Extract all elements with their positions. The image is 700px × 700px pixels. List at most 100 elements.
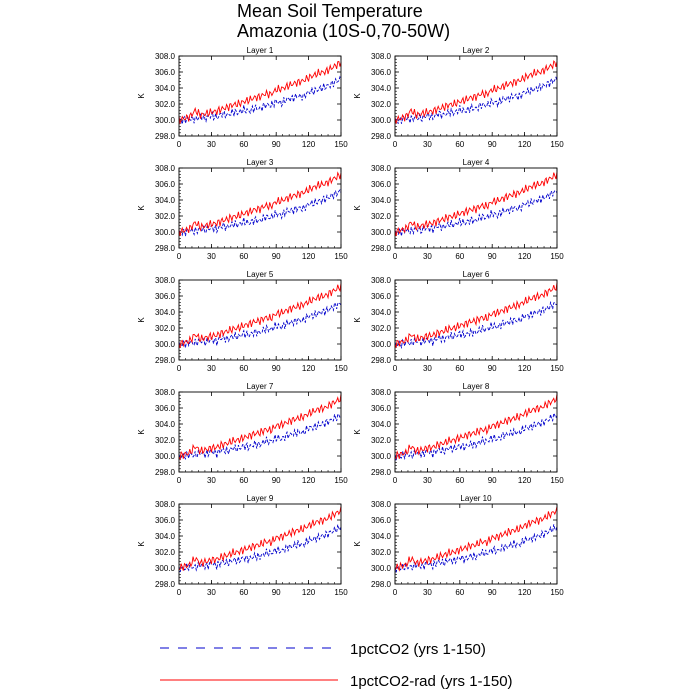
x-tick-label-1-0: 0 [177,140,182,149]
x-tick-label-4-0: 0 [393,252,398,261]
x-tick-label-4-3: 90 [488,252,497,261]
x-tick-label-5-1: 30 [207,364,216,373]
y-tick-label-9-5: 308.0 [155,500,176,509]
x-tick-label-7-2: 60 [239,476,248,485]
y-tick-label-4-1: 300.0 [371,228,392,237]
y-tick-label-1-0: 298.0 [155,132,176,141]
x-tick-label-1-2: 60 [239,140,248,149]
panel-layer-3: Layer 3 K 0 30 60 90 120 150 298.0 300.0 302.0 304.… [137,158,348,261]
y-axis-label-5: K [137,317,146,323]
series-line-1pctco2-layer-4 [394,190,558,237]
x-tick-label-9-3: 90 [272,588,281,597]
panel-frame-7 [178,391,342,473]
x-tick-label-10-0: 0 [393,588,398,597]
x-tick-label-7-5: 150 [334,476,348,485]
y-tick-label-3-5: 308.0 [155,164,176,173]
panel-layer-9: Layer 9 K 0 30 60 90 120 150 298.0 300.0 302.0 304.… [137,494,348,597]
x-tick-label-6-4: 120 [518,364,532,373]
y-tick-label-7-5: 308.0 [155,388,176,397]
x-tick-label-6-3: 90 [488,364,497,373]
x-tick-label-8-5: 150 [550,476,564,485]
x-tick-label-1-3: 90 [272,140,281,149]
panel-layer-6: Layer 6 K 0 30 60 90 120 150 298.0 300.0 302.0 304.… [353,270,564,373]
series-line-1pctco2-layer-6 [394,300,558,350]
x-tick-label-8-1: 30 [423,476,432,485]
y-axis-label-9: K [137,541,146,547]
y-tick-label-6-4: 306.0 [371,292,392,301]
series-line-1pctco2-layer-7 [178,413,342,460]
y-axis-label-2: K [353,93,362,99]
series-line-1pctco2-layer-3 [178,189,342,237]
series-line-1pctco2-rad-layer-2 [394,60,558,124]
x-tick-label-10-5: 150 [550,588,564,597]
y-tick-label-5-0: 298.0 [155,356,176,365]
y-tick-label-2-4: 306.0 [371,68,392,77]
panel-frame-6 [394,279,558,361]
y-tick-label-6-3: 304.0 [371,308,392,317]
panel-title-9: Layer 9 [247,494,274,503]
legend-label-1pctco2: 1pctCO2 (yrs 1-150) [350,641,486,658]
x-tick-label-10-4: 120 [518,588,532,597]
y-axis-label-3: K [137,205,146,211]
y-tick-label-5-2: 302.0 [155,324,176,333]
x-tick-label-5-4: 120 [302,364,316,373]
x-tick-label-9-4: 120 [302,588,316,597]
panel-layer-7: Layer 7 K 0 30 60 90 120 150 298.0 300.0 302.0 304.… [137,382,348,485]
x-tick-label-3-0: 0 [177,252,182,261]
x-tick-label-9-2: 60 [239,588,248,597]
y-tick-label-7-0: 298.0 [155,468,176,477]
panel-frame-9 [178,503,342,585]
series-line-1pctco2-rad-layer-4 [394,171,558,237]
panel-title-4: Layer 4 [463,158,490,167]
y-tick-label-6-1: 300.0 [371,340,392,349]
y-tick-label-4-3: 304.0 [371,196,392,205]
y-tick-label-5-1: 300.0 [155,340,176,349]
panel-title-5: Layer 5 [247,270,274,279]
panel-title-6: Layer 6 [463,270,490,279]
x-tick-label-9-0: 0 [177,588,182,597]
panel-frame-4 [394,167,558,249]
x-tick-label-3-3: 90 [272,252,281,261]
y-tick-label-1-4: 306.0 [155,68,176,77]
y-tick-label-10-1: 300.0 [371,564,392,573]
series-line-1pctco2-rad-layer-1 [178,60,342,125]
panel-title-2: Layer 2 [463,46,490,55]
y-tick-label-1-3: 304.0 [155,84,176,93]
y-axis-label-10: K [353,541,362,547]
y-tick-label-3-3: 304.0 [155,196,176,205]
y-tick-label-9-3: 304.0 [155,532,176,541]
figure-title-line-2: Amazonia (10S-0,70-50W) [237,21,450,41]
y-tick-label-7-3: 304.0 [155,420,176,429]
x-tick-label-3-2: 60 [239,252,248,261]
y-tick-label-9-4: 306.0 [155,516,176,525]
panel-layer-5: Layer 5 K 0 30 60 90 120 150 298.0 300.0 302.0 304.… [137,270,348,373]
x-tick-label-8-4: 120 [518,476,532,485]
y-tick-label-7-2: 302.0 [155,436,176,445]
panel-title-3: Layer 3 [247,158,274,167]
x-tick-label-4-2: 60 [455,252,464,261]
x-tick-label-10-1: 30 [423,588,432,597]
x-tick-label-2-1: 30 [423,140,432,149]
x-tick-label-4-5: 150 [550,252,564,261]
y-tick-label-2-0: 298.0 [371,132,392,141]
y-tick-label-8-4: 306.0 [371,404,392,413]
x-tick-label-5-5: 150 [334,364,348,373]
x-tick-label-3-4: 120 [302,252,316,261]
panel-layer-2: Layer 2 K 0 30 60 90 120 150 298.0 300.0 302.0 304.… [353,46,564,149]
y-tick-label-4-4: 306.0 [371,180,392,189]
panels: Layer 1 K 0 30 60 90 120 150 298.0 300.0 302.0 304.… [137,46,564,597]
panel-frame-2 [394,55,558,137]
series-line-1pctco2-layer-5 [178,301,342,348]
y-tick-label-4-2: 302.0 [371,212,392,221]
series-line-1pctco2-rad-layer-9 [178,506,342,571]
figure-title-line-1: Mean Soil Temperature [237,1,423,21]
panel-frame-8 [394,391,558,473]
panel-frame-3 [178,167,342,249]
x-tick-label-5-0: 0 [177,364,182,373]
x-tick-label-7-3: 90 [272,476,281,485]
x-tick-label-8-3: 90 [488,476,497,485]
x-tick-label-6-5: 150 [550,364,564,373]
series-line-1pctco2-rad-layer-6 [394,282,558,348]
y-tick-label-6-2: 302.0 [371,324,392,333]
